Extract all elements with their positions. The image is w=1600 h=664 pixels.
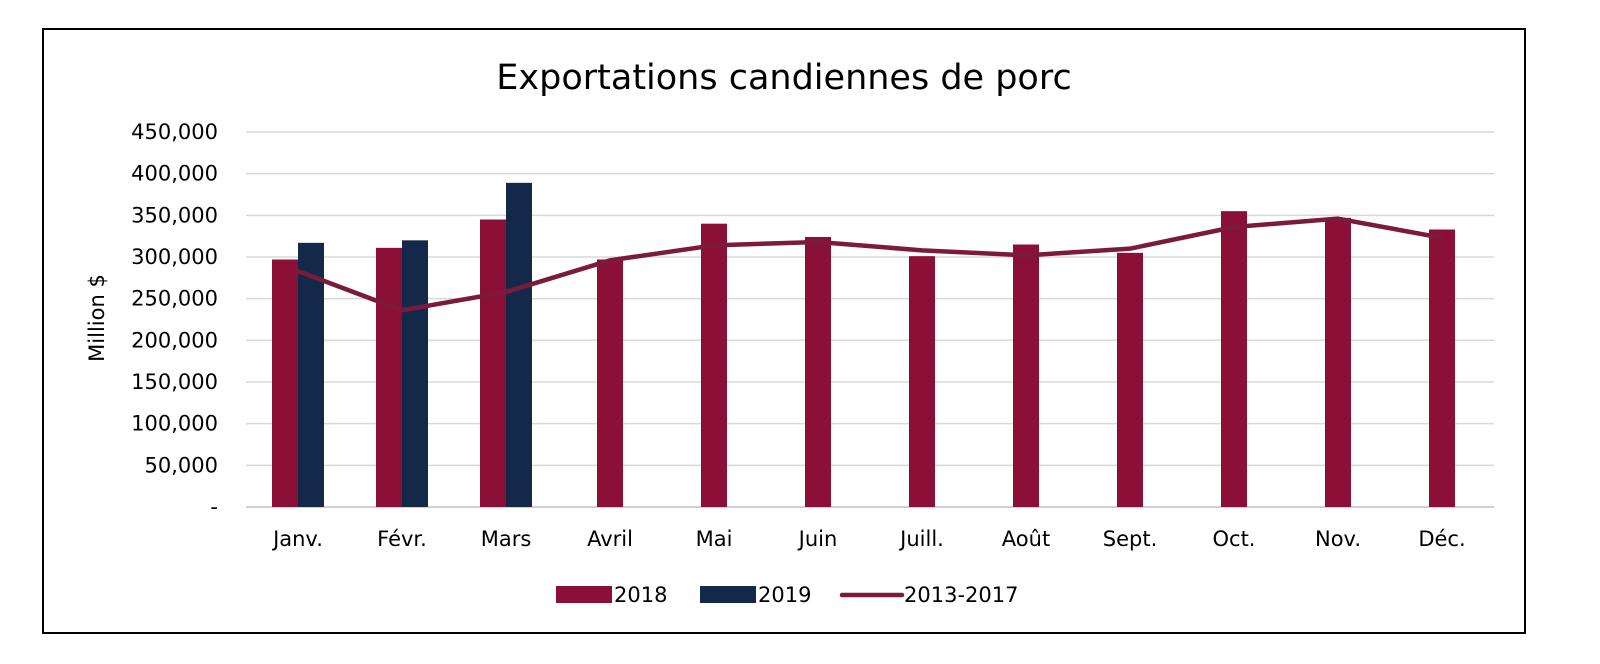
y-tick-label: 250,000	[131, 287, 218, 311]
legend-label-2018: 2018	[614, 583, 667, 607]
y-tick-label: 50,000	[145, 453, 218, 477]
x-tick-label: Nov.	[1315, 527, 1361, 551]
x-tick-label: Juin	[797, 527, 838, 551]
gridlines	[246, 131, 1494, 508]
x-tick-label: Févr.	[377, 527, 427, 551]
bar-2018-Avril	[597, 259, 623, 507]
line-series	[295, 216, 1445, 313]
line-2013-2017	[295, 216, 1445, 313]
y-tick-label: 350,000	[131, 203, 218, 227]
bar-2018-Oct.	[1221, 211, 1247, 507]
y-tick-label: 450,000	[131, 120, 218, 144]
bar-2018-Nov.	[1325, 217, 1351, 508]
bar-2018-Sept.	[1117, 252, 1143, 507]
y-axis-label: Million $	[85, 274, 109, 362]
bar-2018-Juin	[805, 237, 831, 507]
bar-2018-Août	[1013, 244, 1039, 507]
bar-2018-Févr.	[376, 247, 402, 508]
x-tick-label: Déc.	[1418, 527, 1465, 551]
legend-swatch-2019	[700, 586, 756, 603]
legend-label-2013-2017: 2013-2017	[904, 583, 1018, 607]
legend: 2018 2019 2013-2017	[556, 583, 1018, 607]
y-tick-label: 100,000	[131, 412, 218, 436]
x-tick-label: Mars	[481, 527, 532, 551]
chart-title: Exportations candiennes de porc	[496, 58, 1071, 98]
y-tick-label: 400,000	[131, 162, 218, 186]
x-tick-label: Mai	[696, 527, 733, 551]
x-axis-ticks: Janv. Févr. Mars Avril Mai Juin Juill. Août Sept…	[271, 527, 1466, 551]
y-tick-label: 200,000	[131, 328, 218, 352]
bar-2019-Mars	[506, 182, 532, 508]
y-tick-label: -	[210, 495, 218, 519]
legend-swatch-2018	[556, 586, 612, 603]
y-tick-label: 300,000	[131, 245, 218, 269]
x-tick-label: Août	[1002, 527, 1050, 551]
y-axis-ticks: - 50,000 100,000 150,000 200,000 250,000 300,0…	[131, 120, 218, 519]
bar-2018-Déc.	[1429, 229, 1455, 507]
x-tick-label: Oct.	[1213, 527, 1256, 551]
y-tick-label: 150,000	[131, 370, 218, 394]
x-tick-label: Sept.	[1103, 527, 1158, 551]
bar-2018-Janv.	[272, 259, 298, 507]
bar-2018-Mars	[480, 219, 506, 507]
bar-2018-Juill.	[909, 256, 935, 507]
bar-2018-Mai	[701, 223, 727, 507]
bars	[272, 182, 1455, 508]
bar-2019-Janv.	[298, 242, 324, 508]
x-tick-label: Avril	[587, 527, 633, 551]
x-tick-label: Juill.	[898, 527, 944, 551]
bar-2019-Févr.	[402, 240, 428, 508]
x-tick-label: Janv.	[271, 527, 323, 551]
legend-label-2019: 2019	[758, 583, 811, 607]
